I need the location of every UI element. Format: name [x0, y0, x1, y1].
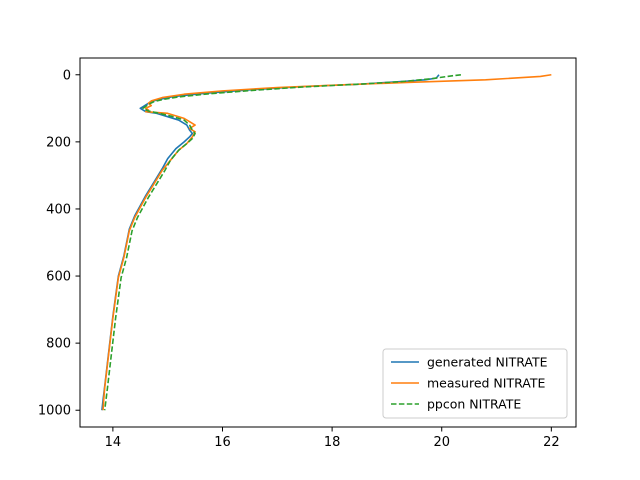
y-tick-label: 1000 — [38, 404, 71, 419]
x-tick-label: 20 — [433, 435, 450, 450]
axes-frame — [79, 57, 577, 428]
y-tick-label: 800 — [46, 337, 71, 352]
x-axis: 14 16 18 20 22 — [105, 427, 560, 450]
legend-label: measured NITRATE — [427, 376, 545, 391]
y-tick-label: 400 — [46, 202, 71, 217]
series-layer — [101, 73, 552, 411]
y-axis: 0 200 400 600 800 1000 — [38, 68, 80, 419]
x-tick-label: 16 — [214, 435, 231, 450]
x-tick-label: 14 — [105, 435, 122, 450]
x-tick-label: 18 — [324, 435, 341, 450]
x-tick-label: 22 — [543, 435, 560, 450]
y-tick-label: 200 — [46, 135, 71, 150]
legend: generated NITRATE measured NITRATE ppcon N… — [382, 348, 568, 419]
series-line-2 — [103, 73, 462, 411]
legend-box — [382, 348, 568, 419]
y-tick-label: 0 — [63, 68, 71, 83]
legend-label: ppcon NITRATE — [427, 397, 521, 412]
y-tick-label: 600 — [46, 270, 71, 285]
legend-label: generated NITRATE — [427, 355, 548, 370]
series-line-1 — [102, 73, 552, 411]
